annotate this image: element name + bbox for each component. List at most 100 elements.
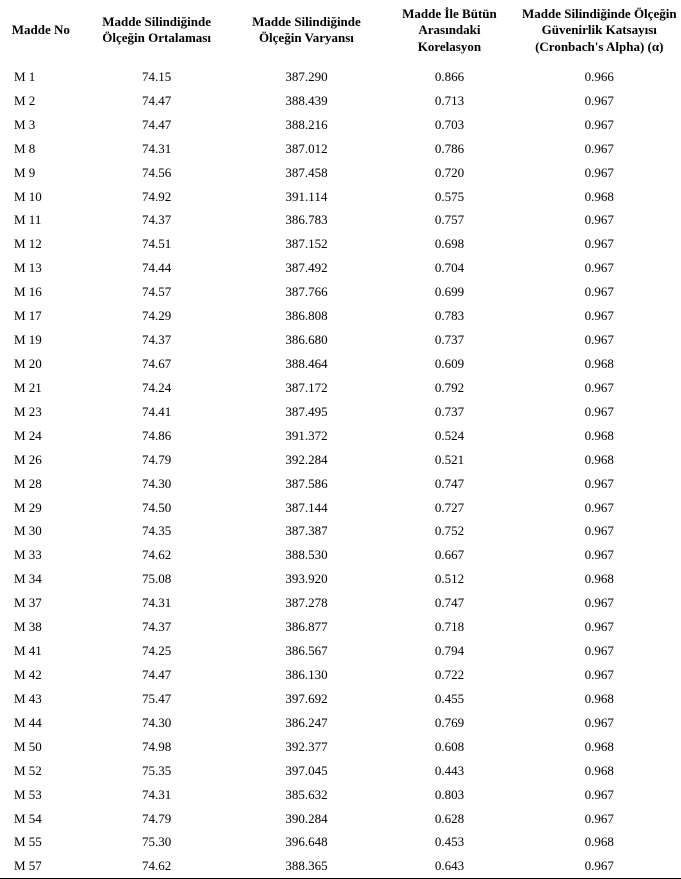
table-header: Madde No Madde Silindiğinde Ölçeğin Orta… [0,0,681,65]
table-cell: 75.47 [82,687,232,711]
table-row: M 374.47388.2160.7030.967 [0,113,681,137]
table-cell: 0.866 [381,65,517,89]
table-cell: 0.609 [381,352,517,376]
table-cell: 0.792 [381,376,517,400]
table-cell: 0.967 [518,89,681,113]
table-cell: 0.727 [381,495,517,519]
table-cell: 0.747 [381,591,517,615]
table-cell: 387.766 [232,280,382,304]
table-body: M 174.15387.2900.8660.966M 274.47388.439… [0,65,681,879]
table-cell: 0.968 [518,184,681,208]
table-row: M 2374.41387.4950.7370.967 [0,400,681,424]
table-row: M 1374.44387.4920.7040.967 [0,256,681,280]
table-cell: 0.718 [381,615,517,639]
table-cell: M 17 [0,304,82,328]
table-cell: 74.25 [82,639,232,663]
table-cell: 74.37 [82,615,232,639]
table-cell: M 29 [0,495,82,519]
table-cell: M 8 [0,137,82,161]
table-cell: 0.722 [381,663,517,687]
table-row: M 2874.30387.5860.7470.967 [0,471,681,495]
table-cell: 74.79 [82,448,232,472]
table-cell: 386.680 [232,328,382,352]
table-cell: 74.51 [82,232,232,256]
table-cell: 0.512 [381,567,517,591]
table-cell: 0.786 [381,137,517,161]
table-cell: 0.968 [518,352,681,376]
table-cell: 0.803 [381,782,517,806]
table-cell: 0.968 [518,567,681,591]
table-cell: M 57 [0,854,82,878]
table-cell: 0.698 [381,232,517,256]
table-cell: M 30 [0,519,82,543]
table-cell: 392.284 [232,448,382,472]
table-cell: 0.455 [381,687,517,711]
table-cell: 0.757 [381,208,517,232]
col-header-korelasyon: Madde İle Bütün Arasındaki Korelasyon [381,0,517,65]
table-cell: 0.967 [518,113,681,137]
table-cell: 0.720 [381,160,517,184]
table-cell: 388.439 [232,89,382,113]
table-cell: 388.216 [232,113,382,137]
table-row: M 3475.08393.9200.5120.968 [0,567,681,591]
table-cell: 388.464 [232,352,382,376]
col-header-varyans: Madde Silindiğinde Ölçeğin Varyansı [232,0,382,65]
table-cell: M 10 [0,184,82,208]
table-cell: 0.703 [381,113,517,137]
table-cell: 75.08 [82,567,232,591]
table-row: M 1074.92391.1140.5750.968 [0,184,681,208]
table-cell: 0.752 [381,519,517,543]
table-row: M 174.15387.2900.8660.966 [0,65,681,89]
table-cell: M 37 [0,591,82,615]
table-cell: 387.144 [232,495,382,519]
table-cell: 0.967 [518,280,681,304]
table-cell: 74.56 [82,160,232,184]
table-cell: 386.808 [232,304,382,328]
table-row: M 1674.57387.7660.6990.967 [0,280,681,304]
table-cell: 0.967 [518,663,681,687]
table-cell: 0.967 [518,639,681,663]
table-cell: M 20 [0,352,82,376]
table-cell: 0.967 [518,400,681,424]
table-cell: 0.967 [518,256,681,280]
table-cell: 387.492 [232,256,382,280]
table-cell: 0.967 [518,208,681,232]
table-cell: 0.967 [518,591,681,615]
table-cell: 385.632 [232,782,382,806]
table-row: M 974.56387.4580.7200.967 [0,160,681,184]
table-row: M 1974.37386.6800.7370.967 [0,328,681,352]
table-row: M 5275.35397.0450.4430.968 [0,758,681,782]
table-cell: 0.783 [381,304,517,328]
table-cell: 386.247 [232,711,382,735]
table-cell: 387.495 [232,400,382,424]
table-cell: 0.967 [518,304,681,328]
table-cell: 74.15 [82,65,232,89]
table-cell: 0.967 [518,160,681,184]
table-cell: M 55 [0,830,82,854]
table-cell: 74.57 [82,280,232,304]
table-cell: 387.278 [232,591,382,615]
table-cell: 0.737 [381,400,517,424]
table-cell: 388.365 [232,854,382,878]
table-cell: M 52 [0,758,82,782]
table-cell: 74.31 [82,591,232,615]
table-cell: 74.47 [82,113,232,137]
table-cell: 0.966 [518,65,681,89]
table-cell: 0.967 [518,519,681,543]
col-header-cronbach: Madde Silindiğinde Ölçeğin Güvenirlik Ka… [518,0,681,65]
table-cell: 391.372 [232,424,382,448]
table-row: M 3374.62388.5300.6670.967 [0,543,681,567]
table-cell: M 9 [0,160,82,184]
table-cell: 0.769 [381,711,517,735]
table-cell: 397.692 [232,687,382,711]
table-cell: M 28 [0,471,82,495]
table-row: M 5474.79390.2840.6280.967 [0,806,681,830]
table-cell: 74.29 [82,304,232,328]
table-cell: 74.44 [82,256,232,280]
table-cell: M 24 [0,424,82,448]
table-cell: 0.628 [381,806,517,830]
col-header-ortalama: Madde Silindiğinde Ölçeğin Ortalaması [82,0,232,65]
table-cell: 390.284 [232,806,382,830]
table-cell: 75.30 [82,830,232,854]
table-row: M 3774.31387.2780.7470.967 [0,591,681,615]
